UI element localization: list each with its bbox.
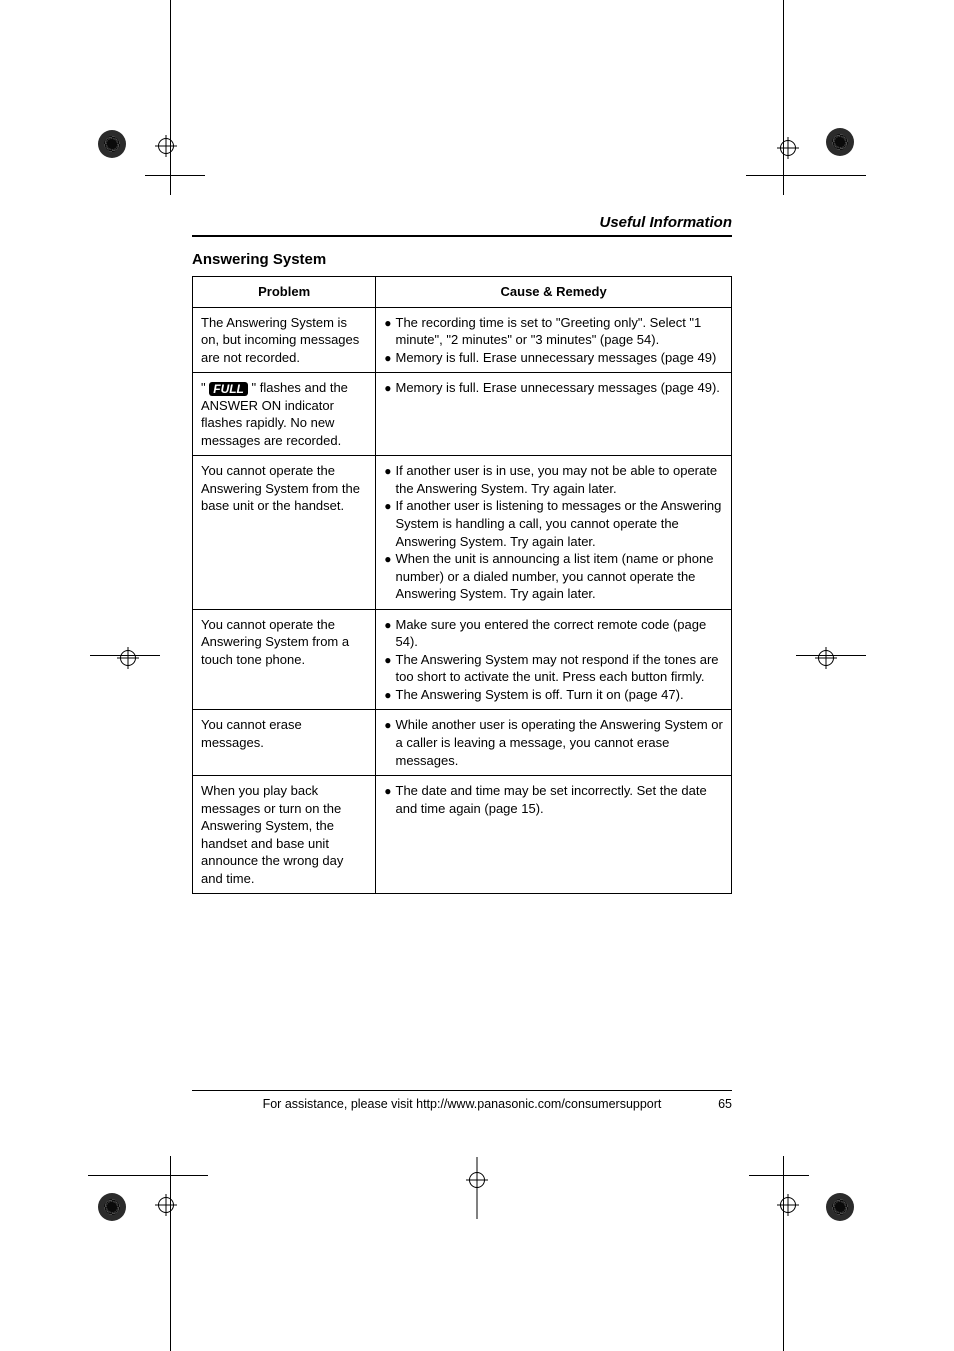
remedy-text: When the unit is announcing a list item … [396,550,724,603]
remedy-item: ● When the unit is announcing a list ite… [384,550,723,603]
page-footer: For assistance, please visit http://www.… [192,1090,732,1111]
bullet-icon: ● [384,349,391,367]
column-header-problem: Problem [193,277,376,308]
print-mark-icon [826,128,854,156]
remedy-text: While another user is operating the Answ… [396,716,724,769]
table-row: You cannot operate the Answering System … [193,456,732,609]
table-row: The Answering System is on, but incoming… [193,307,732,373]
problem-cell: When you play back messages or turn on t… [193,776,376,894]
table-row: When you play back messages or turn on t… [193,776,732,894]
remedy-item: ● Make sure you entered the correct remo… [384,616,723,651]
section-title: Answering System [192,251,732,268]
registration-mark-icon [777,1194,799,1216]
remedy-item: ● The Answering System may not respond i… [384,651,723,686]
print-crop-line [170,0,171,195]
remedy-cell: ● Make sure you entered the correct remo… [376,609,732,710]
footer-assist-text: For assistance, please visit http://www.… [222,1097,702,1111]
registration-mark-icon [815,647,837,669]
remedy-item: ● The date and time may be set incorrect… [384,782,723,817]
print-crop-line [783,0,784,195]
bullet-icon: ● [384,497,391,550]
bullet-icon: ● [384,686,391,704]
troubleshooting-table: Problem Cause & Remedy The Answering Sys… [192,276,732,894]
column-header-remedy: Cause & Remedy [376,277,732,308]
registration-mark-icon [466,1169,488,1191]
registration-mark-icon [117,647,139,669]
print-crop-line [746,175,866,176]
remedy-text: Memory is full. Erase unnecessary messag… [396,349,717,367]
remedy-text: The date and time may be set incorrectly… [396,782,724,817]
remedy-cell: ● The date and time may be set incorrect… [376,776,732,894]
bullet-icon: ● [384,462,391,497]
page-number: 65 [702,1097,732,1111]
bullet-icon: ● [384,716,391,769]
problem-cell: The Answering System is on, but incoming… [193,307,376,373]
problem-cell: You cannot erase messages. [193,710,376,776]
remedy-text: The Answering System may not respond if … [396,651,724,686]
problem-cell: You cannot operate the Answering System … [193,456,376,609]
registration-mark-icon [155,135,177,157]
print-crop-line [749,1175,809,1176]
remedy-cell: ● While another user is operating the An… [376,710,732,776]
page-header: Useful Information [192,214,732,237]
print-crop-line [783,1156,784,1351]
remedy-item: ● If another user is in use, you may not… [384,462,723,497]
remedy-text: The recording time is set to "Greeting o… [396,314,724,349]
registration-mark-icon [777,137,799,159]
table-row: You cannot erase messages. ● While anoth… [193,710,732,776]
remedy-text: Memory is full. Erase unnecessary messag… [396,379,720,397]
remedy-item: ● The recording time is set to "Greeting… [384,314,723,349]
print-mark-icon [98,130,126,158]
table-header-row: Problem Cause & Remedy [193,277,732,308]
bullet-icon: ● [384,314,391,349]
print-crop-line [170,1156,171,1351]
table-row: You cannot operate the Answering System … [193,609,732,710]
remedy-text: If another user is listening to messages… [396,497,724,550]
remedy-item: ● The Answering System is off. Turn it o… [384,686,723,704]
registration-mark-icon [155,1194,177,1216]
bullet-icon: ● [384,782,391,817]
remedy-cell: ● If another user is in use, you may not… [376,456,732,609]
page-category: Useful Information [599,214,732,231]
problem-cell: " FULL " flashes and the ANSWER ON indic… [193,373,376,456]
remedy-text: The Answering System is off. Turn it on … [396,686,684,704]
bullet-icon: ● [384,651,391,686]
problem-text-prefix: " [201,380,209,395]
remedy-cell: ● The recording time is set to "Greeting… [376,307,732,373]
remedy-text: Make sure you entered the correct remote… [396,616,724,651]
problem-cell: You cannot operate the Answering System … [193,609,376,710]
bullet-icon: ● [384,616,391,651]
table-row: " FULL " flashes and the ANSWER ON indic… [193,373,732,456]
full-badge-icon: FULL [209,382,248,396]
remedy-item: ● While another user is operating the An… [384,716,723,769]
remedy-item: ● Memory is full. Erase unnecessary mess… [384,349,723,367]
page: Useful Information Answering System Prob… [0,0,954,1351]
print-mark-icon [98,1193,126,1221]
remedy-item: ● If another user is listening to messag… [384,497,723,550]
remedy-text: If another user is in use, you may not b… [396,462,724,497]
remedy-item: ● Memory is full. Erase unnecessary mess… [384,379,723,397]
print-crop-line [145,175,205,176]
bullet-icon: ● [384,379,391,397]
print-mark-icon [826,1193,854,1221]
bullet-icon: ● [384,550,391,603]
content-area: Useful Information Answering System Prob… [192,214,732,894]
remedy-cell: ● Memory is full. Erase unnecessary mess… [376,373,732,456]
print-crop-line [88,1175,208,1176]
